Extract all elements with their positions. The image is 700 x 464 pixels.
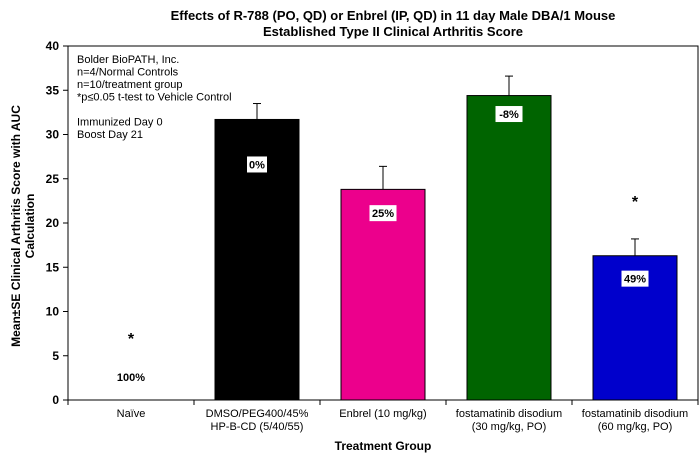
category-label: fostamatinib disodium: [582, 408, 688, 420]
data-label: 100%: [117, 372, 145, 384]
data-label-box: [621, 270, 649, 287]
category-label: Naïve: [117, 408, 146, 420]
y-tick-label: 40: [46, 39, 60, 53]
significance-star: *: [632, 194, 639, 211]
data-label: 25%: [372, 208, 394, 220]
annotation-line: Boost Day 21: [77, 129, 143, 141]
annotation-line: n=10/treatment group: [77, 79, 183, 91]
data-label-box: [369, 205, 397, 222]
y-tick-label: 30: [46, 128, 60, 142]
y-tick-label: 15: [46, 260, 60, 274]
significance-star: *: [128, 331, 135, 348]
annotation-line: n=4/Normal Controls: [77, 67, 179, 79]
annotation-block: Bolder BioPATH, Inc.n=4/Normal Controlsn…: [77, 54, 232, 141]
chart-title: Effects of R-788 (PO, QD) or Enbrel (IP,…: [171, 8, 616, 23]
y-tick-label: 35: [46, 83, 60, 97]
data-label-box: [495, 106, 523, 123]
chart-subtitle: Established Type II Clinical Arthritis S…: [263, 24, 523, 39]
category-labels: Naïve DMSO/PEG400/45%HP-B-CD (5/40/55) Enb…: [117, 408, 689, 433]
y-tick-label: 25: [46, 172, 60, 186]
category-label: fostamatinib disodium: [456, 408, 562, 420]
category-label-line2: HP-B-CD (5/40/55): [211, 421, 304, 433]
annotation-line: Bolder BioPATH, Inc.: [77, 54, 179, 66]
y-tick-label: 0: [52, 393, 59, 407]
data-label: 0%: [249, 159, 265, 171]
data-label: 49%: [624, 274, 646, 286]
category-label-line2: (60 mg/kg, PO): [598, 421, 673, 433]
y-tick-label: 20: [46, 216, 60, 230]
y-axis: 0 5 10 15 20 25 30 35 40: [46, 39, 699, 407]
y-axis-title-line1: Mean±SE Clinical Arthritis Score with AU…: [9, 105, 23, 347]
y-tick-label: 10: [46, 305, 60, 319]
bar: [340, 188, 426, 401]
bars-group: 100% * 0% 25% -8% 49% *: [117, 75, 678, 401]
category-label-line2: (30 mg/kg, PO): [472, 421, 547, 433]
category-label: Enbrel (10 mg/kg): [339, 408, 426, 420]
bar: [466, 95, 552, 401]
data-label: -8%: [499, 109, 519, 121]
y-tick-label: 5: [52, 349, 59, 363]
y-axis-title-line2: Calculation: [23, 194, 37, 259]
x-axis-title: Treatment Group: [335, 439, 432, 453]
data-label-box: [247, 156, 267, 173]
annotation-line: Immunized Day 0: [77, 117, 163, 129]
category-label: DMSO/PEG400/45%: [206, 408, 309, 420]
annotation-line: *p≤0.05 t-test to Vehicle Control: [77, 92, 232, 104]
